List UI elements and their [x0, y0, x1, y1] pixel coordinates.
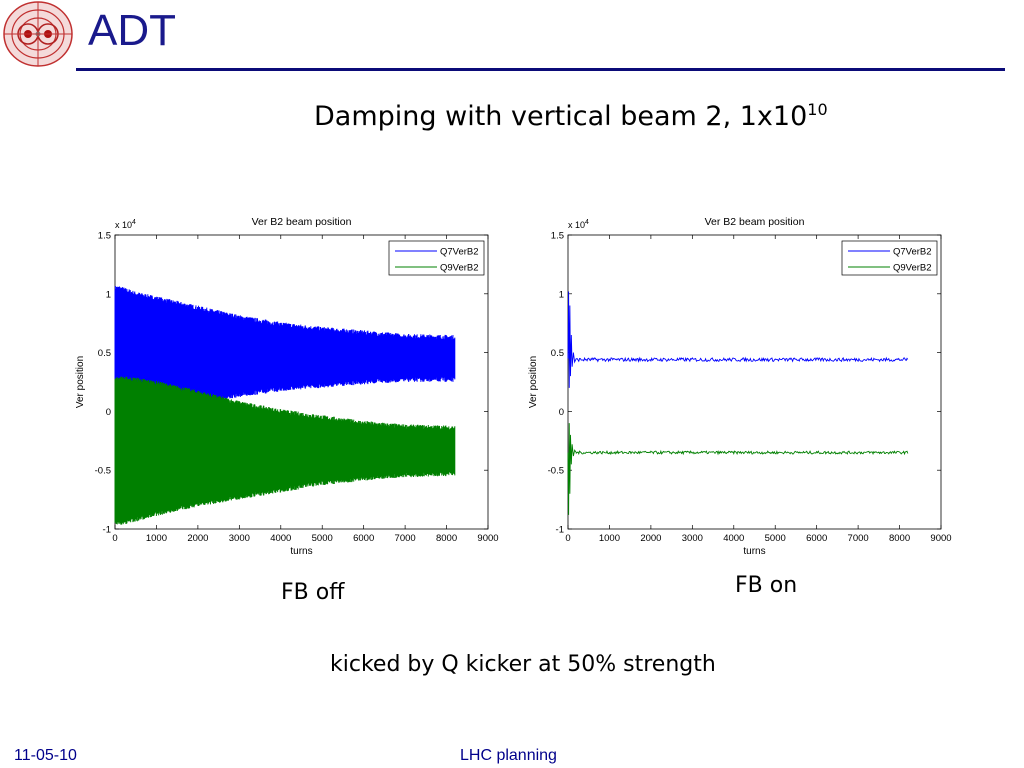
heading-main-text: Damping with vertical beam 2, 1x10: [314, 101, 808, 132]
x-tick-label: 9000: [930, 533, 951, 544]
series-group: [114, 285, 456, 525]
caption-fb-off: FB off: [281, 580, 345, 605]
y-tick-label: -0.5: [95, 466, 111, 477]
heading-superscript: 10: [807, 100, 828, 119]
x-tick-label: 6000: [806, 533, 827, 544]
slide-heading: Damping with vertical beam 2, 1x1010: [314, 100, 828, 132]
x-tick-label: 5000: [312, 533, 333, 544]
title-rule: [76, 68, 1005, 71]
x-tick-label: 7000: [848, 533, 869, 544]
legend-box: [388, 240, 485, 276]
x-tick-label: 0: [112, 533, 117, 544]
y-exponent-power: 4: [585, 219, 589, 226]
y-tick-label: 0: [106, 407, 111, 418]
legend-label-q9verb2: Q9VerB2: [440, 263, 479, 274]
x-tick-label: 0: [565, 533, 570, 544]
series-group: [567, 291, 909, 515]
series-q7verb2-band: [114, 285, 456, 419]
y-tick-label: 1: [559, 289, 564, 300]
series-q9verb2-line: [567, 423, 909, 515]
chart-title: Ver B2 beam position: [705, 216, 805, 228]
y-axis-label: Ver position: [75, 356, 86, 408]
x-tick-label: 7000: [395, 533, 416, 544]
x-tick-label: 8000: [889, 533, 910, 544]
x-tick-label: 1000: [599, 533, 620, 544]
y-tick-label: 0.5: [551, 348, 564, 359]
x-axis-label: turns: [743, 546, 765, 557]
y-exponent-label: x 104: [568, 219, 589, 230]
legend-box: [841, 240, 938, 276]
x-tick-label: 3000: [229, 533, 250, 544]
x-tick-label: 1000: [146, 533, 167, 544]
x-tick-label: 8000: [436, 533, 457, 544]
x-axis-label: turns: [290, 546, 312, 557]
y-axis-label: Ver position: [528, 356, 539, 408]
caption-fb-on: FB on: [735, 573, 798, 598]
x-tick-label: 4000: [270, 533, 291, 544]
legend-label-q7verb2: Q7VerB2: [893, 247, 932, 258]
plot-area: [567, 234, 942, 530]
y-tick-label: -1: [103, 525, 111, 536]
y-tick-label: 0.5: [98, 348, 111, 359]
x-tick-label: 9000: [477, 533, 498, 544]
x-tick-label: 2000: [640, 533, 661, 544]
y-tick-label: -0.5: [548, 466, 564, 477]
series-q7verb2-line: [567, 291, 909, 388]
kicker-note: kicked by Q kicker at 50% strength: [330, 652, 716, 677]
y-exponent-label: x 104: [115, 219, 136, 230]
footer-center: LHC planning: [460, 747, 557, 764]
chart-title: Ver B2 beam position: [252, 216, 352, 228]
x-tick-label: 4000: [723, 533, 744, 544]
footer-date: 11-05-10: [14, 747, 77, 764]
x-tick-label: 2000: [187, 533, 208, 544]
y-exponent-power: 4: [132, 219, 136, 226]
x-tick-label: 3000: [682, 533, 703, 544]
x-tick-label: 5000: [765, 533, 786, 544]
legend-label-q9verb2: Q9VerB2: [893, 263, 932, 274]
series-q9verb2-band: [114, 376, 456, 525]
legend-label-q7verb2: Q7VerB2: [440, 247, 479, 258]
x-tick-label: 6000: [353, 533, 374, 544]
y-tick-label: 1.5: [98, 231, 111, 242]
slide-title: ADT: [88, 6, 176, 55]
y-tick-label: 1.5: [551, 231, 564, 242]
lhc-logo: [3, 1, 73, 67]
y-tick-label: 1: [106, 289, 111, 300]
y-tick-label: 0: [559, 407, 564, 418]
y-tick-label: -1: [556, 525, 564, 536]
